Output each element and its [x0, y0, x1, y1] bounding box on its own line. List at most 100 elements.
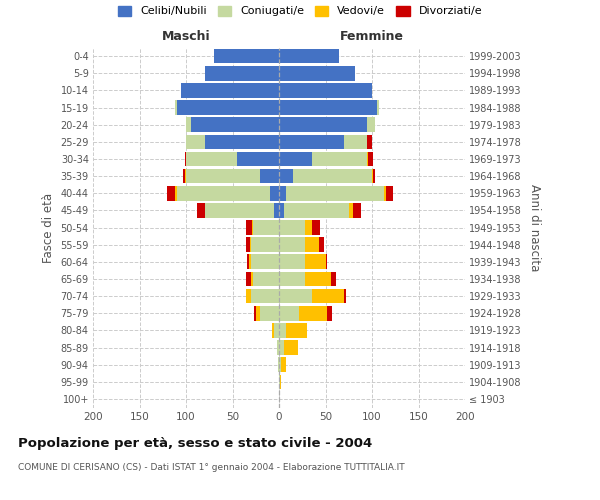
Bar: [247, 289, 251, 304]
Bar: [279, 169, 293, 184]
Bar: [293, 169, 372, 184]
Bar: [272, 323, 274, 338]
Bar: [256, 306, 260, 320]
Bar: [344, 134, 367, 149]
Bar: [175, 186, 176, 200]
Bar: [167, 186, 175, 200]
Bar: [176, 100, 279, 115]
Bar: [279, 152, 311, 166]
Bar: [311, 289, 344, 304]
Bar: [270, 186, 279, 200]
Bar: [372, 169, 373, 184]
Bar: [252, 220, 253, 235]
Bar: [305, 220, 313, 235]
Bar: [319, 238, 323, 252]
Bar: [279, 100, 377, 115]
Bar: [175, 100, 176, 115]
Bar: [279, 118, 367, 132]
Bar: [251, 272, 253, 286]
Bar: [186, 118, 191, 132]
Bar: [197, 203, 205, 218]
Bar: [281, 358, 286, 372]
Bar: [279, 340, 284, 355]
Bar: [279, 186, 286, 200]
Bar: [237, 152, 279, 166]
Bar: [279, 254, 305, 269]
Bar: [274, 203, 279, 218]
Bar: [251, 254, 279, 269]
Bar: [176, 186, 270, 200]
Bar: [250, 238, 251, 252]
Bar: [367, 152, 368, 166]
Bar: [367, 134, 372, 149]
Bar: [279, 323, 286, 338]
Bar: [279, 238, 305, 252]
Bar: [253, 272, 279, 286]
Bar: [279, 306, 299, 320]
Bar: [384, 186, 386, 200]
Bar: [299, 306, 328, 320]
Bar: [325, 254, 328, 269]
Bar: [305, 272, 331, 286]
Bar: [367, 118, 375, 132]
Bar: [277, 340, 279, 355]
Bar: [386, 186, 394, 200]
Bar: [214, 49, 279, 64]
Bar: [278, 358, 279, 372]
Bar: [279, 83, 372, 98]
Bar: [286, 186, 384, 200]
Bar: [305, 254, 325, 269]
Bar: [254, 306, 256, 320]
Bar: [279, 49, 340, 64]
Bar: [349, 203, 353, 218]
Text: Maschi: Maschi: [161, 30, 211, 43]
Bar: [286, 323, 307, 338]
Bar: [245, 238, 250, 252]
Text: COMUNE DI CERISANO (CS) - Dati ISTAT 1° gennaio 2004 - Elaborazione TUTTITALIA.I: COMUNE DI CERISANO (CS) - Dati ISTAT 1° …: [18, 462, 404, 471]
Bar: [279, 220, 305, 235]
Bar: [183, 169, 185, 184]
Y-axis label: Fasce di età: Fasce di età: [42, 192, 55, 262]
Bar: [279, 272, 305, 286]
Bar: [205, 134, 279, 149]
Bar: [186, 134, 205, 149]
Bar: [328, 306, 332, 320]
Bar: [373, 169, 375, 184]
Bar: [186, 152, 237, 166]
Bar: [311, 152, 367, 166]
Bar: [331, 272, 336, 286]
Bar: [284, 340, 298, 355]
Bar: [279, 358, 281, 372]
Bar: [253, 220, 279, 235]
Bar: [247, 254, 249, 269]
Bar: [279, 134, 344, 149]
Bar: [249, 254, 251, 269]
Bar: [353, 203, 361, 218]
Bar: [313, 220, 320, 235]
Y-axis label: Anni di nascita: Anni di nascita: [529, 184, 541, 271]
Bar: [181, 83, 279, 98]
Bar: [305, 238, 319, 252]
Bar: [279, 203, 284, 218]
Text: Femmine: Femmine: [340, 30, 404, 43]
Bar: [274, 323, 279, 338]
Bar: [377, 100, 379, 115]
Bar: [205, 66, 279, 80]
Bar: [260, 169, 279, 184]
Bar: [284, 203, 349, 218]
Legend: Celibi/Nubili, Coniugati/e, Vedovi/e, Divorziati/e: Celibi/Nubili, Coniugati/e, Vedovi/e, Di…: [118, 6, 482, 16]
Bar: [191, 118, 279, 132]
Bar: [344, 289, 346, 304]
Bar: [245, 289, 247, 304]
Bar: [279, 66, 355, 80]
Bar: [279, 289, 311, 304]
Bar: [260, 306, 279, 320]
Bar: [247, 272, 251, 286]
Bar: [251, 238, 279, 252]
Bar: [185, 169, 186, 184]
Bar: [185, 152, 186, 166]
Bar: [186, 169, 260, 184]
Bar: [368, 152, 373, 166]
Text: Popolazione per età, sesso e stato civile - 2004: Popolazione per età, sesso e stato civil…: [18, 438, 372, 450]
Bar: [279, 374, 280, 389]
